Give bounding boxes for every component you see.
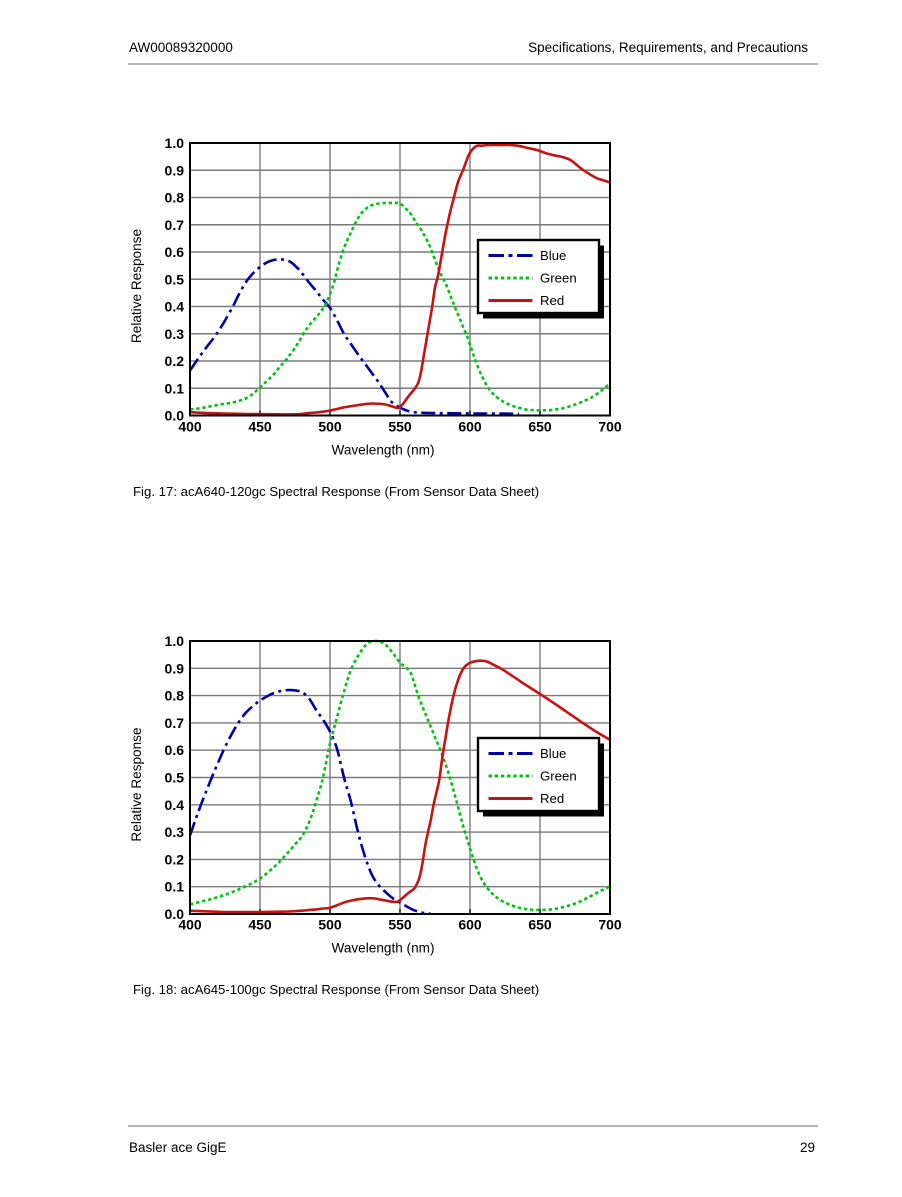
svg-text:1.0: 1.0 bbox=[165, 135, 185, 151]
svg-text:0.8: 0.8 bbox=[165, 190, 185, 206]
svg-text:Green: Green bbox=[540, 271, 577, 286]
svg-text:Relative Response: Relative Response bbox=[129, 727, 144, 841]
svg-text:Wavelength (nm): Wavelength (nm) bbox=[332, 941, 435, 956]
svg-text:500: 500 bbox=[318, 418, 342, 434]
svg-text:0.3: 0.3 bbox=[165, 824, 185, 840]
svg-text:700: 700 bbox=[598, 917, 622, 933]
svg-text:0.9: 0.9 bbox=[165, 162, 185, 178]
svg-text:0.0: 0.0 bbox=[165, 408, 185, 424]
svg-text:0.7: 0.7 bbox=[165, 217, 185, 233]
svg-text:0.2: 0.2 bbox=[165, 851, 185, 867]
svg-text:650: 650 bbox=[528, 917, 552, 933]
svg-text:0.4: 0.4 bbox=[165, 299, 185, 315]
svg-text:400: 400 bbox=[178, 418, 202, 434]
svg-text:600: 600 bbox=[458, 418, 482, 434]
svg-text:550: 550 bbox=[388, 917, 412, 933]
svg-text:400: 400 bbox=[178, 917, 202, 933]
svg-text:Wavelength (nm): Wavelength (nm) bbox=[332, 442, 435, 457]
svg-text:0.1: 0.1 bbox=[165, 879, 185, 895]
svg-text:0.5: 0.5 bbox=[165, 271, 185, 287]
svg-text:0.1: 0.1 bbox=[165, 380, 185, 396]
svg-text:650: 650 bbox=[528, 418, 552, 434]
svg-text:0.4: 0.4 bbox=[165, 797, 185, 813]
svg-text:550: 550 bbox=[388, 418, 412, 434]
svg-text:0.2: 0.2 bbox=[165, 353, 185, 369]
svg-text:0.7: 0.7 bbox=[165, 715, 185, 731]
svg-text:500: 500 bbox=[318, 917, 342, 933]
svg-text:0.9: 0.9 bbox=[165, 660, 185, 676]
svg-text:450: 450 bbox=[248, 917, 272, 933]
svg-text:Red: Red bbox=[540, 293, 564, 308]
svg-text:0.6: 0.6 bbox=[165, 742, 185, 758]
svg-text:0.6: 0.6 bbox=[165, 244, 185, 260]
svg-text:Blue: Blue bbox=[540, 746, 566, 761]
svg-text:Red: Red bbox=[540, 791, 564, 806]
svg-text:Relative Response: Relative Response bbox=[129, 229, 144, 343]
svg-text:600: 600 bbox=[458, 917, 482, 933]
svg-text:700: 700 bbox=[598, 418, 622, 434]
svg-text:Green: Green bbox=[540, 769, 577, 784]
svg-text:1.0: 1.0 bbox=[165, 633, 185, 649]
svg-text:0.8: 0.8 bbox=[165, 688, 185, 704]
svg-text:0.0: 0.0 bbox=[165, 906, 185, 922]
svg-text:450: 450 bbox=[248, 418, 272, 434]
svg-text:0.5: 0.5 bbox=[165, 770, 185, 786]
svg-text:0.3: 0.3 bbox=[165, 326, 185, 342]
svg-text:Blue: Blue bbox=[540, 248, 566, 263]
